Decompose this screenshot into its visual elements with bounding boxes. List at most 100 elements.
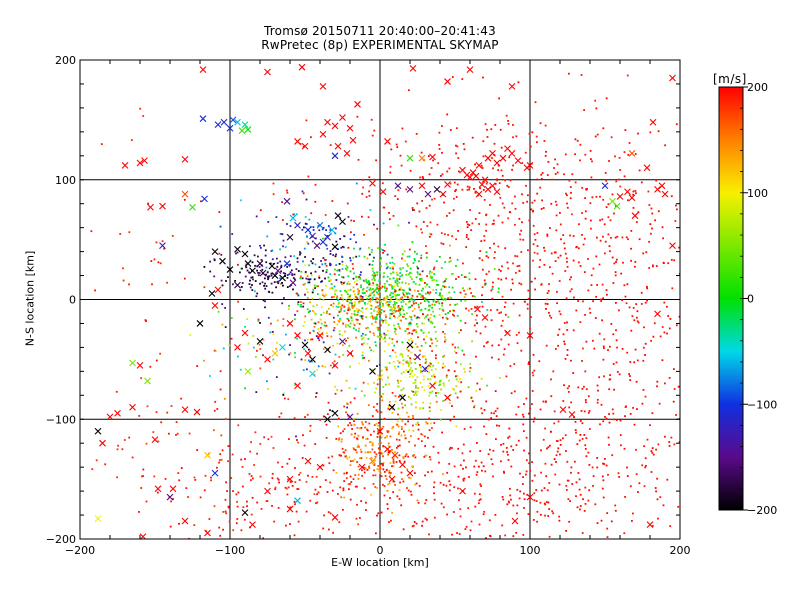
dot-marker	[329, 512, 332, 515]
dot-marker	[119, 233, 122, 235]
dot-marker	[294, 351, 296, 354]
dot-marker	[389, 171, 392, 174]
dot-marker	[310, 318, 313, 321]
dot-marker	[321, 333, 324, 336]
dot-marker	[532, 224, 535, 227]
dot-marker	[483, 199, 486, 201]
dot-marker	[610, 136, 613, 139]
dot-marker	[209, 270, 212, 273]
dot-marker	[356, 279, 358, 282]
dot-marker	[446, 170, 449, 173]
dot-marker	[444, 365, 446, 368]
dot-marker	[475, 390, 478, 392]
dot-marker	[615, 329, 617, 332]
dot-marker	[384, 314, 387, 317]
dot-marker	[435, 289, 438, 291]
dot-marker	[483, 409, 486, 411]
dot-marker	[608, 421, 611, 424]
dot-marker	[164, 478, 167, 480]
dot-marker	[604, 240, 607, 243]
dot-marker	[452, 309, 454, 312]
dot-marker	[491, 288, 494, 290]
dot-marker	[228, 344, 231, 347]
dot-marker	[381, 182, 384, 185]
dot-marker	[638, 169, 641, 172]
dot-marker	[412, 262, 415, 264]
dot-marker	[429, 365, 432, 368]
dot-marker	[404, 455, 407, 458]
dot-marker	[546, 174, 549, 176]
dot-marker	[407, 371, 410, 373]
dot-marker	[360, 427, 363, 429]
dot-marker	[580, 74, 583, 76]
cross-marker	[289, 279, 297, 287]
dot-marker	[237, 491, 240, 494]
dot-marker	[427, 471, 429, 473]
dot-marker	[628, 373, 630, 375]
dot-marker	[296, 213, 298, 216]
dot-marker	[420, 308, 423, 311]
dot-marker	[352, 447, 355, 449]
dot-marker	[555, 204, 558, 206]
dot-marker	[362, 423, 364, 426]
dot-marker	[397, 407, 400, 410]
dot-marker	[644, 342, 647, 345]
dot-marker	[633, 361, 636, 364]
dot-marker	[380, 257, 382, 260]
dot-marker	[611, 193, 614, 196]
dot-marker	[390, 148, 393, 151]
dot-marker	[499, 196, 502, 199]
dot-marker	[386, 430, 389, 432]
dot-marker	[605, 417, 608, 420]
dot-marker	[425, 256, 428, 259]
dot-marker	[644, 457, 647, 460]
dot-marker	[358, 327, 360, 330]
dot-marker	[511, 168, 513, 171]
dot-marker	[272, 333, 275, 336]
dot-marker	[598, 332, 601, 335]
dot-marker	[400, 396, 403, 399]
dot-marker	[657, 517, 659, 520]
dot-marker	[292, 288, 294, 291]
dot-marker	[430, 233, 433, 236]
dot-marker	[558, 280, 561, 282]
dot-marker	[418, 349, 421, 351]
dot-marker	[236, 500, 238, 503]
dot-marker	[291, 274, 294, 277]
dot-marker	[476, 322, 478, 325]
dot-marker	[396, 495, 399, 498]
dot-marker	[351, 263, 354, 265]
cross-marker	[628, 150, 636, 157]
dot-marker	[401, 428, 403, 430]
cross-marker	[129, 403, 136, 411]
dot-marker	[635, 380, 638, 383]
dot-marker	[300, 275, 302, 278]
dot-marker	[322, 348, 325, 350]
dot-marker	[531, 479, 534, 482]
dot-marker	[240, 286, 243, 288]
dot-marker	[292, 277, 295, 279]
dot-marker	[171, 235, 174, 237]
dot-marker	[428, 410, 431, 412]
dot-marker	[424, 517, 427, 520]
cross-marker	[159, 202, 166, 210]
dot-marker	[468, 188, 471, 191]
cross-marker	[508, 150, 516, 157]
dot-marker	[464, 528, 467, 530]
dot-marker	[567, 498, 570, 500]
dot-marker	[142, 475, 144, 477]
dot-marker	[392, 266, 394, 268]
dot-marker	[343, 281, 346, 283]
dot-marker	[673, 388, 676, 390]
cross-marker	[358, 463, 366, 471]
cross-marker	[154, 485, 162, 493]
dot-marker	[350, 316, 353, 318]
dot-marker	[545, 400, 547, 403]
cross-marker	[624, 188, 631, 196]
dot-marker	[348, 387, 351, 389]
dot-marker	[416, 421, 419, 424]
dot-marker	[395, 355, 398, 358]
dot-marker	[579, 159, 581, 162]
dot-marker	[232, 283, 234, 286]
